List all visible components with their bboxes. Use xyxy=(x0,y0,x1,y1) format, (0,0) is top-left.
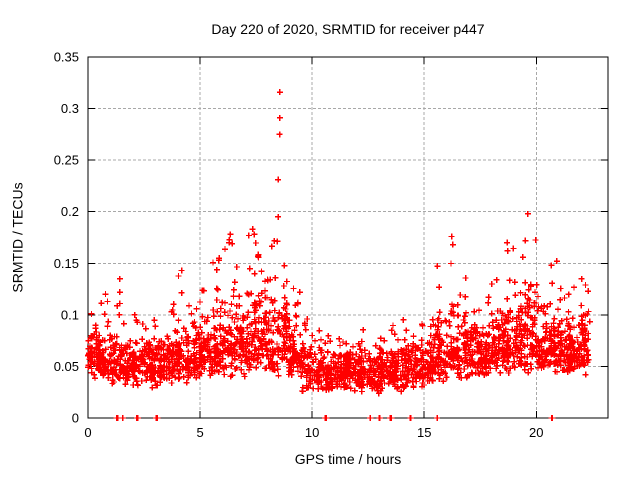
x-axis-label: GPS time / hours xyxy=(294,451,402,467)
x-tick-label: 0 xyxy=(84,425,91,440)
x-tick-label: 15 xyxy=(417,425,431,440)
y-tick-label: 0.2 xyxy=(61,204,79,219)
y-tick-label: 0 xyxy=(72,411,79,426)
plot-border xyxy=(87,56,609,419)
scatter-points xyxy=(85,89,593,421)
y-tick-label: 0.3 xyxy=(61,101,79,116)
x-tick-label: 5 xyxy=(196,425,203,440)
x-tick-label: 10 xyxy=(305,425,319,440)
y-tick-label: 0.05 xyxy=(54,359,79,374)
tick-marks xyxy=(87,56,608,419)
y-tick-label: 0.25 xyxy=(54,153,79,168)
y-tick-label: 0.15 xyxy=(54,256,79,271)
x-tick-label: 20 xyxy=(529,425,543,440)
chart-title: Day 220 of 2020, SRMTID for receiver p44… xyxy=(211,21,485,37)
y-tick-label: 0.1 xyxy=(61,307,79,322)
y-tick-label: 0.35 xyxy=(54,50,79,65)
tick-labels: 0 5 10 15 20 0 0.05 0.1 0.15 0.2 0.25 0.3 0.35 xyxy=(54,50,544,441)
